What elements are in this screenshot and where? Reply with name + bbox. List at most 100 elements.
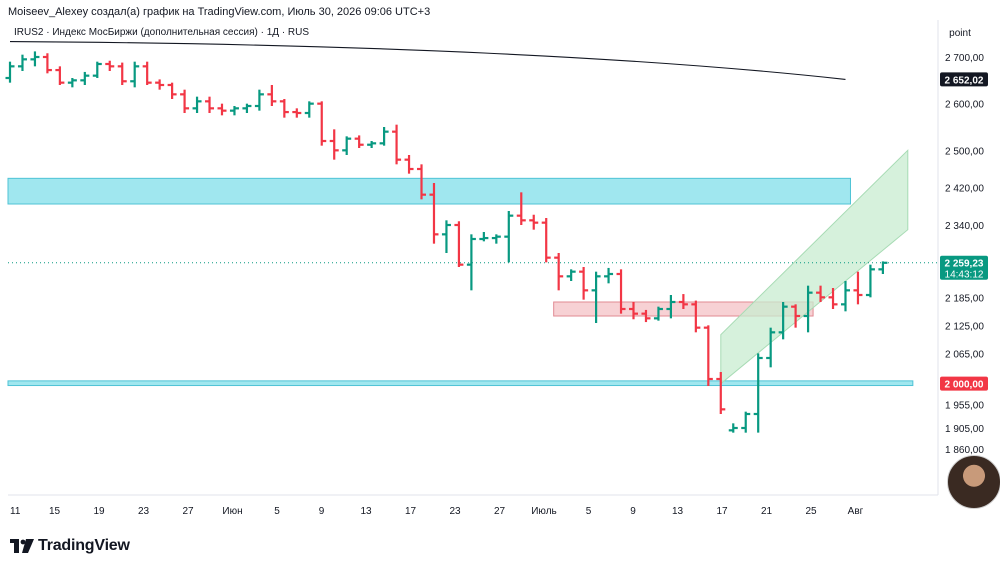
ohlc-bar xyxy=(865,264,875,298)
ohlc-bar xyxy=(229,106,239,116)
time-tick-label: 11 xyxy=(10,506,21,517)
time-tick-label: 23 xyxy=(449,506,461,517)
ohlc-bar xyxy=(591,271,601,323)
ohlc-bar xyxy=(466,234,476,291)
time-tick-label: 9 xyxy=(630,506,636,517)
price-tick-label: 2 340,00 xyxy=(945,221,984,232)
ohlc-bar xyxy=(392,124,402,165)
time-tick-label: 27 xyxy=(494,506,506,517)
ohlc-bar xyxy=(616,269,626,314)
ohlc-bar xyxy=(828,288,838,309)
ohlc-bar xyxy=(766,327,776,368)
ohlc-bar xyxy=(691,300,701,333)
ohlc-bar xyxy=(491,234,501,244)
tradingview-logo-icon xyxy=(10,539,34,553)
ohlc-bar xyxy=(878,261,888,274)
tradingview-logo[interactable]: TradingView xyxy=(10,537,130,555)
ohlc-bar xyxy=(778,302,788,340)
price-label-bg xyxy=(940,72,988,87)
time-tick-label: 13 xyxy=(360,506,372,517)
chart-author-line: Moiseev_Alexey создал(а) график на Tradi… xyxy=(8,6,431,18)
time-tick-label: 9 xyxy=(319,506,325,517)
price-tick-label: 1 955,00 xyxy=(945,401,984,412)
ohlc-bar xyxy=(853,271,863,305)
ohlc-bar xyxy=(329,129,339,160)
ohlc-bar xyxy=(703,325,713,386)
time-tick-label: 13 xyxy=(672,506,684,517)
time-tick-label: 23 xyxy=(138,506,150,517)
ohlc-bar xyxy=(641,309,651,323)
author-avatar[interactable] xyxy=(947,455,1000,509)
bars-layer xyxy=(5,51,938,433)
ohlc-bar xyxy=(17,54,27,71)
ohlc-bar xyxy=(117,62,127,85)
ohlc-bar xyxy=(429,183,439,244)
price-tick-label: 2 185,00 xyxy=(945,293,984,304)
time-tick-label: 5 xyxy=(274,506,280,517)
price-tick-label: 2 125,00 xyxy=(945,321,984,332)
ohlc-bar xyxy=(653,306,663,321)
ohlc-bar xyxy=(479,232,489,242)
ohlc-bar xyxy=(541,218,551,263)
ohlc-bar xyxy=(404,155,414,174)
ohlc-bar xyxy=(728,423,738,433)
ohlc-bar xyxy=(42,53,52,74)
time-tick-label: 25 xyxy=(805,506,817,517)
ohlc-bar xyxy=(254,89,264,111)
ohlc-bar xyxy=(454,221,464,267)
ohlc-bar xyxy=(167,82,177,99)
price-tick-label: 2 420,00 xyxy=(945,184,984,195)
ohlc-bar xyxy=(741,411,751,433)
time-tick-label: Авг xyxy=(848,506,864,517)
scale-mode-button[interactable]: point xyxy=(949,28,971,39)
ohlc-bar xyxy=(279,99,289,118)
ohlc-bar xyxy=(516,192,526,225)
price-tick-label: 2 065,00 xyxy=(945,349,984,360)
price-tick-label: 1 905,00 xyxy=(945,424,984,435)
ohlc-bar xyxy=(292,108,302,118)
moving-average-layer xyxy=(9,41,846,80)
time-axis: 11 15 19 23 27 Июн 5 9 13 17 23 27 Июль 5 9 13 17 21 25 Авг xyxy=(10,506,864,517)
ohlc-bar xyxy=(529,214,539,230)
ohlc-bar xyxy=(205,96,215,113)
ohlc-bar xyxy=(130,61,140,88)
price-label-dark: 2 652,02 xyxy=(940,72,988,87)
ohlc-bar xyxy=(367,141,377,148)
ohlc-bar xyxy=(604,267,614,284)
ohlc-bar xyxy=(67,78,77,88)
ohlc-bar xyxy=(317,101,327,146)
ohlc-bar xyxy=(791,304,801,328)
symbol-title[interactable]: IRUS2 · Индекс МосБиржи (дополнительная … xyxy=(14,27,310,38)
ohlc-bar xyxy=(192,96,202,113)
ohlc-bar xyxy=(342,136,352,155)
ohlc-bar xyxy=(5,61,15,83)
ohlc-bar xyxy=(629,302,638,320)
price-label-text: 2 652,02 xyxy=(945,75,984,86)
ohlc-bar xyxy=(554,253,564,291)
time-tick-label: 5 xyxy=(586,506,592,517)
moving-average-line xyxy=(9,41,846,80)
time-tick-label: 15 xyxy=(49,506,61,517)
zone-support xyxy=(7,380,914,387)
time-tick-label: 17 xyxy=(716,506,728,517)
ohlc-bar xyxy=(354,135,364,148)
ohlc-bar xyxy=(105,60,115,71)
ohlc-bar xyxy=(267,85,277,106)
ohlc-bar xyxy=(441,220,451,253)
ohlc-bar xyxy=(80,71,90,85)
price-label-text: 2 000,00 xyxy=(945,380,984,391)
ohlc-bar xyxy=(142,61,152,85)
price-label-countdown: 14:43:12 xyxy=(945,270,984,281)
ohlc-bar xyxy=(566,269,576,281)
tradingview-logo-text: TradingView xyxy=(38,537,130,554)
ohlc-bar xyxy=(840,281,850,312)
ohlc-bar xyxy=(180,89,190,113)
ohlc-bar xyxy=(816,285,826,302)
ohlc-bar xyxy=(155,79,165,90)
ohlc-bar xyxy=(753,353,763,433)
price-label-bg xyxy=(940,376,988,391)
zone-resistance xyxy=(7,177,851,205)
price-label-red: 2 000,00 xyxy=(940,376,988,391)
